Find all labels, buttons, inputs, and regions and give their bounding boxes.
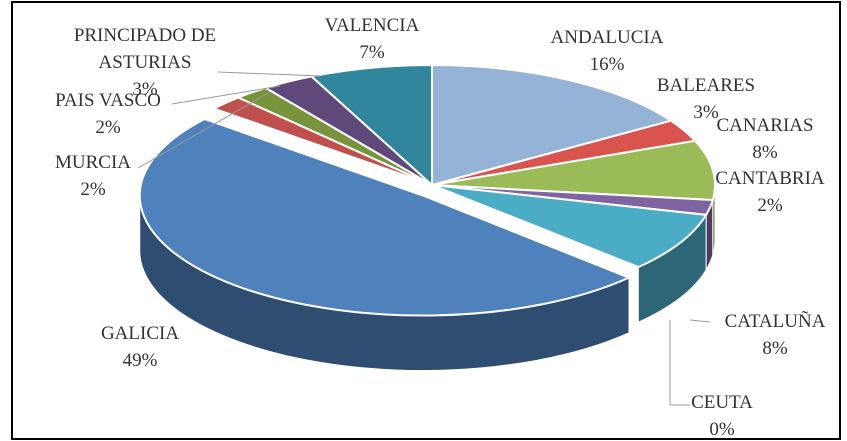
category-label: ANDALUCIA xyxy=(550,27,664,48)
slice xyxy=(431,139,716,202)
value-label: 2% xyxy=(95,117,121,138)
leader-lines xyxy=(137,71,711,406)
category-label: CATALUÑA xyxy=(724,311,826,332)
category-label: GALICIA xyxy=(100,323,180,344)
value-label: 0% xyxy=(709,419,735,440)
slice xyxy=(431,63,674,187)
value-label: 2% xyxy=(80,179,106,200)
category-label: CANARIAS xyxy=(716,115,814,136)
value-label: 2% xyxy=(757,195,783,216)
leader-line xyxy=(171,85,281,105)
value-label: 8% xyxy=(752,142,778,163)
pie-sides xyxy=(139,184,716,371)
frame xyxy=(11,1,841,440)
pie-tops xyxy=(138,63,716,317)
category-label: CEUTA xyxy=(691,392,753,413)
value-label: 16% xyxy=(589,54,625,75)
category-label: PAIS VASCO xyxy=(55,90,161,111)
leader-line xyxy=(669,320,690,406)
value-label: 8% xyxy=(762,338,788,359)
value-label: 3% xyxy=(693,102,719,123)
slice xyxy=(431,184,708,269)
category-label: VALENCIA xyxy=(324,15,420,36)
value-label: 3% xyxy=(132,79,158,100)
category-label: PRINCIPADO DE ASTURIAS xyxy=(73,25,217,73)
category-label: MURCIA xyxy=(54,152,131,173)
category-label: CANTABRIA xyxy=(715,168,825,189)
leader-line xyxy=(137,91,271,169)
category-label: BALEARES xyxy=(656,75,756,96)
slice xyxy=(138,117,632,317)
value-label: 7% xyxy=(359,42,385,63)
leader-line xyxy=(689,319,711,323)
value-label: 49% xyxy=(122,350,158,371)
leader-line xyxy=(217,71,321,77)
